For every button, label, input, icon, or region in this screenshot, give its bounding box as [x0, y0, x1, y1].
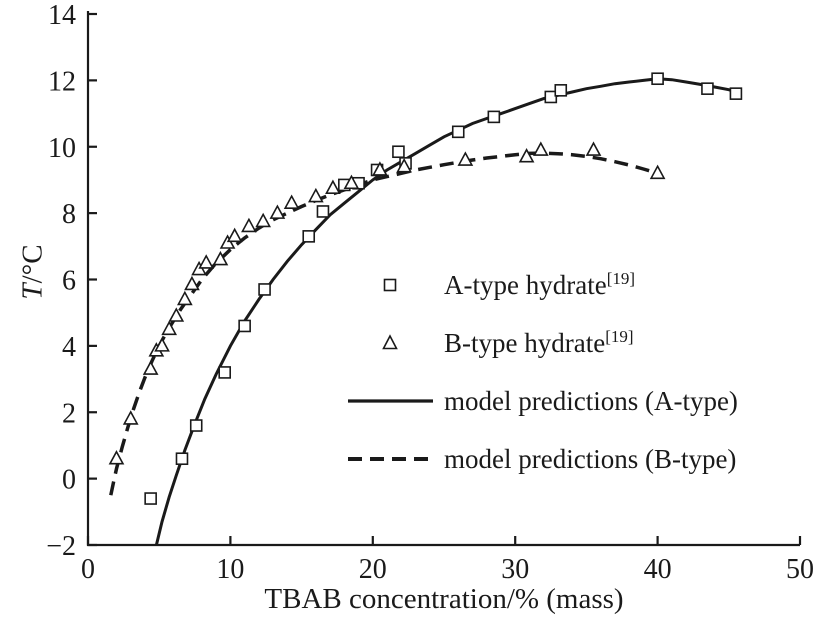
legend-citation: [19]	[605, 326, 634, 346]
y-tick-label: 12	[48, 66, 76, 97]
y-tick-label: 10	[48, 133, 76, 164]
triangle-marker	[161, 320, 178, 336]
y-axis-label-symbol: T	[16, 283, 49, 300]
legend-item-a-type-model: model predictions (A-type)	[346, 372, 738, 430]
triangle-marker	[255, 212, 271, 228]
triangle-marker	[184, 275, 200, 291]
square-marker	[316, 205, 330, 218]
square-marker	[487, 110, 501, 124]
square-marker	[238, 319, 251, 333]
legend: A-type hydrate[19] B-type hydrate[19] mo…	[346, 256, 738, 488]
triangle-marker	[108, 450, 125, 465]
y-axis-label-unit: /°C	[16, 244, 49, 284]
series-a-type-model	[154, 77, 737, 546]
x-tick-label: 0	[81, 554, 95, 585]
triangle-marker	[154, 337, 170, 352]
series-b-type-points	[108, 141, 666, 465]
x-tick-label: 40	[644, 554, 672, 585]
legend-label: model predictions (A-type)	[444, 385, 738, 416]
triangle-marker	[518, 148, 535, 163]
triangle-marker	[396, 157, 412, 173]
x-tick-label: 10	[216, 554, 244, 585]
x-axis-label: TBAB concentration/% (mass)	[264, 583, 624, 615]
square-marker	[175, 452, 189, 466]
square-marker	[544, 90, 558, 104]
x-tick-label: 30	[501, 554, 529, 585]
square-marker	[554, 84, 568, 97]
square-marker	[451, 125, 465, 139]
legend-item-b-type-points: B-type hydrate[19]	[346, 314, 738, 372]
x-tick-label: 20	[359, 554, 387, 585]
y-tick-label: −2	[46, 531, 76, 562]
triangle-marker	[457, 151, 474, 166]
legend-item-b-type-model: model predictions (B-type)	[346, 430, 738, 488]
y-tick-label: 8	[62, 199, 76, 230]
model-line	[109, 151, 659, 496]
y-tick-label: 6	[62, 266, 76, 297]
y-tick-label: 2	[62, 398, 76, 429]
dashed-line-icon	[346, 452, 434, 466]
legend-label: A-type hydrate[19]	[444, 268, 636, 300]
legend-label: model predictions (B-type)	[444, 443, 737, 474]
legend-label: B-type hydrate[19]	[444, 326, 634, 358]
legend-citation: [19]	[606, 268, 636, 288]
x-tick-label: 50	[786, 554, 814, 585]
triangle-marker	[325, 179, 341, 195]
model-line	[154, 77, 737, 546]
triangle-marker	[168, 307, 185, 322]
triangle-marker	[142, 360, 159, 375]
triangle-marker	[307, 187, 324, 203]
series-b-type-model	[109, 151, 659, 496]
triangle-marker	[269, 204, 286, 219]
axes	[86, 11, 802, 547]
square-marker	[729, 87, 743, 100]
triangle-marker	[649, 164, 666, 180]
triangle-marker	[241, 217, 257, 233]
y-tick-label: 14	[48, 0, 76, 31]
y-tick-label: 4	[62, 332, 76, 363]
legend-item-a-type-points: A-type hydrate[19]	[346, 256, 738, 314]
triangle-marker	[585, 141, 602, 156]
triangle-marker	[372, 161, 388, 176]
triangle-marker	[122, 410, 139, 425]
triangle-marker	[198, 254, 215, 269]
square-marker	[218, 366, 232, 379]
triangle-marker	[212, 250, 229, 266]
y-tick-label: 0	[62, 465, 76, 496]
square-marker	[144, 492, 157, 505]
triangle-marker	[283, 194, 300, 209]
solid-line-icon	[346, 394, 434, 408]
square-marker-icon	[346, 274, 434, 296]
square-marker	[258, 283, 271, 296]
triangle-marker-icon	[346, 332, 434, 354]
triangle-marker	[532, 141, 549, 156]
y-axis-label: T/°C	[17, 244, 50, 299]
triangle-marker	[343, 174, 360, 190]
square-marker	[701, 82, 714, 95]
triangle-marker	[176, 290, 193, 306]
square-marker	[189, 419, 203, 432]
square-marker	[302, 230, 316, 243]
square-marker	[392, 145, 405, 159]
square-marker	[651, 72, 664, 86]
triangle-marker	[226, 227, 243, 243]
